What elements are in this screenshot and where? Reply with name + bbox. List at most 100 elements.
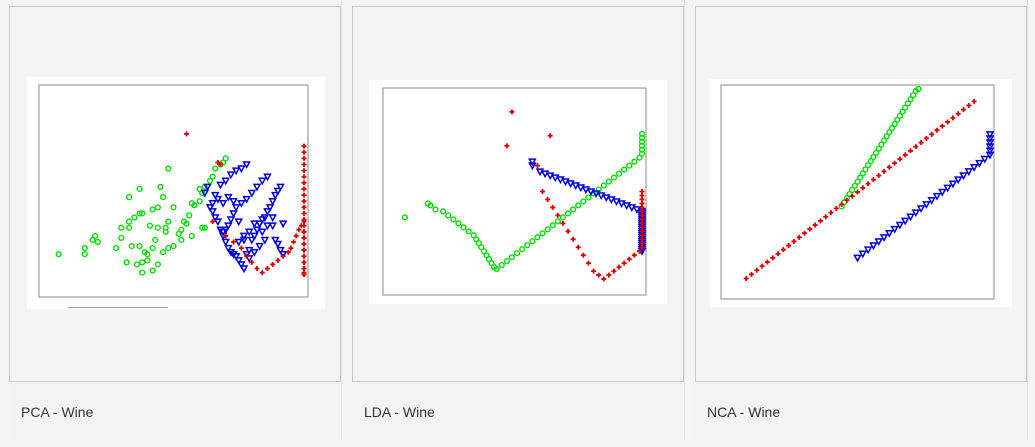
scatter-point-triangle (545, 172, 555, 181)
scatter-point-plus (749, 271, 754, 277)
scatter-point-plus (217, 161, 223, 167)
scatter-point-plus (796, 234, 802, 240)
scatter-point-circle (55, 251, 62, 258)
scatter-point-plus (509, 109, 515, 115)
scatter-point-plus (908, 148, 913, 154)
scatter-point-plus (606, 272, 612, 278)
scatter-point-triangle (239, 232, 249, 241)
scatter-point-triangle (943, 184, 952, 193)
thumbnail-frame[interactable] (352, 6, 684, 382)
scatter-point-triangle (969, 164, 979, 172)
scroll-indicator (68, 307, 168, 308)
scatter-point-plus (545, 196, 551, 202)
scatter-point-circle (498, 262, 505, 269)
scatter-point-plus (244, 253, 250, 259)
thumbnail-frame[interactable] (9, 6, 341, 382)
scatter-point-plus (929, 131, 935, 137)
scatter-point-triangle (250, 248, 259, 257)
scatter-point-plus (555, 212, 561, 218)
scatter-point-circle (170, 204, 177, 211)
scatter-point-triangle (263, 173, 272, 182)
scatter-point-triangle (237, 165, 246, 174)
gallery-caption[interactable]: LDA - Wine (364, 404, 435, 420)
scatter-point-circle (524, 242, 531, 249)
scatter-point-circle (508, 254, 516, 261)
scatter-point-plus (264, 266, 270, 272)
scatter-point-circle (910, 92, 917, 99)
scatter-point-triangle (591, 190, 601, 199)
scatter-point-plus (786, 243, 792, 249)
scatter-point-triangle (234, 218, 244, 227)
gallery-caption[interactable]: NCA - Wine (707, 404, 781, 420)
scatter-point-circle (118, 234, 125, 242)
scatter-point-plus (560, 220, 566, 226)
scatter-point-plus (918, 140, 924, 146)
scatter-point-triangle (278, 220, 288, 229)
scatter-point-plus (301, 143, 307, 149)
scatter-point-plus (301, 223, 307, 229)
gallery-item-pca-wine[interactable]: PCA - Wine (9, 0, 342, 440)
scatter-point-circle (118, 224, 125, 231)
thumbnail-frame[interactable] (695, 6, 1027, 382)
scatter-point-triangle (528, 158, 537, 167)
scatter-point-circle (886, 129, 893, 136)
scatter-point-plus (301, 174, 307, 180)
scatter-point-triangle (959, 172, 968, 181)
scatter-point-circle (123, 259, 130, 266)
scatter-point-plus (301, 259, 307, 265)
scatter-point-triangle (571, 182, 580, 191)
scatter-point-triangle (622, 202, 631, 210)
scatter-point-circle (201, 224, 208, 231)
scatter-point-plus (223, 233, 229, 239)
scatter-point-circle (875, 145, 882, 152)
scatter-point-circle (559, 214, 567, 221)
scatter-point-circle (149, 206, 156, 213)
scatter-point-triangle (632, 206, 642, 214)
scatter-point-triangle (566, 180, 575, 189)
scatter-point-plus (301, 186, 307, 192)
scatter-point-plus (534, 163, 540, 169)
scatter-point-triangle (231, 204, 241, 212)
scatter-point-circle (615, 170, 623, 177)
scatter-point-plus (855, 189, 860, 195)
scatter-point-circle (570, 206, 577, 213)
scatter-point-plus (291, 239, 297, 245)
scatter-point-circle (222, 155, 229, 162)
scatter-point-circle (605, 178, 612, 185)
scatter-point-circle (857, 174, 864, 181)
scatter-point-triangle (879, 234, 889, 242)
scatter-point-triangle (216, 181, 225, 190)
scatter-point-triangle (602, 194, 611, 203)
scatter-point-triangle (627, 204, 637, 212)
scatter-point-plus (939, 123, 945, 129)
scatter-point-triangle (885, 229, 894, 238)
scatter-point-triangle (244, 255, 254, 263)
scatter-point-triangle (226, 171, 236, 180)
scatter-point-circle (638, 138, 646, 145)
scatter-point-triangle (252, 226, 262, 235)
scatter-point-plus (802, 230, 807, 236)
scatter-point-circle (460, 224, 467, 231)
scatter-point-triangle (224, 244, 233, 253)
gallery-caption[interactable]: PCA - Wine (21, 404, 94, 420)
scatter-point-circle (631, 158, 638, 165)
scatter-point-circle (575, 202, 582, 209)
gallery-item-lda-wine[interactable]: LDA - Wine (352, 0, 685, 440)
scatter-point-triangle (863, 246, 873, 255)
scatter-point-triangle (218, 228, 228, 237)
scatter-point-circle (144, 257, 151, 264)
scatter-point-plus (870, 177, 876, 183)
scatter-point-circle (162, 224, 169, 231)
scatter-point-plus (301, 217, 307, 223)
nca-scatter-chart (720, 84, 995, 300)
scatter-point-circle (154, 261, 161, 268)
scatter-point-circle (888, 125, 896, 132)
scatter-point-plus (301, 155, 307, 161)
scatter-point-circle (580, 198, 587, 205)
scatter-point-triangle (922, 201, 931, 209)
scatter-point-plus (301, 180, 307, 186)
scatter-point-circle (534, 234, 541, 241)
scatter-point-plus (611, 268, 617, 274)
gallery-item-nca-wine[interactable]: NCA - Wine (695, 0, 1028, 440)
scatter-point-plus (791, 238, 797, 244)
